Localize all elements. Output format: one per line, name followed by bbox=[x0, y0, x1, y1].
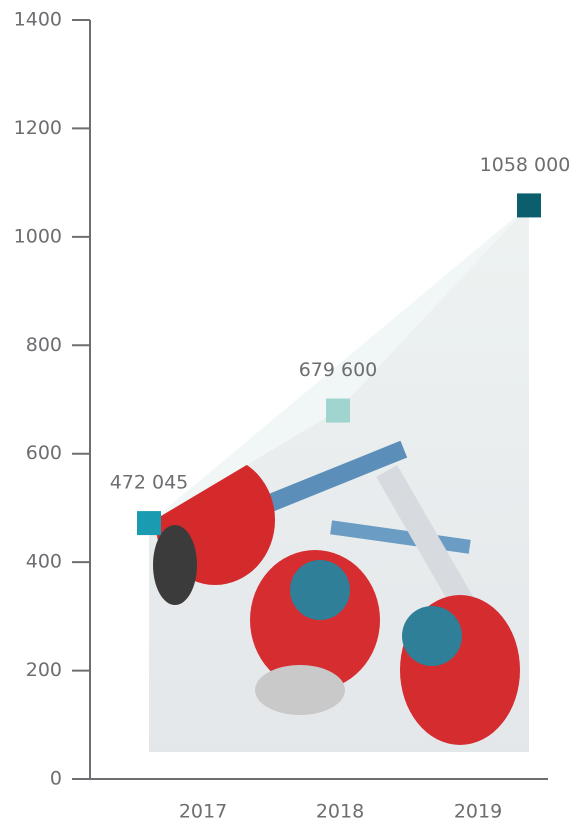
x-tick-label: 2019 bbox=[454, 801, 502, 823]
y-tick-label: 400 bbox=[26, 551, 62, 573]
area bbox=[149, 205, 529, 524]
y-tick-label: 1000 bbox=[14, 225, 62, 247]
marker bbox=[137, 511, 161, 536]
y-tick-label: 600 bbox=[26, 442, 62, 464]
marker bbox=[517, 193, 541, 218]
value-label: 1058 000 bbox=[480, 154, 571, 176]
photo bbox=[149, 205, 529, 753]
y-tick-label: 800 bbox=[26, 334, 62, 356]
x-tick-label: 2018 bbox=[316, 801, 364, 823]
value-label: 679 600 bbox=[299, 359, 378, 381]
x-tick-label: 2017 bbox=[179, 801, 227, 823]
value-label: 472 045 bbox=[110, 472, 189, 494]
y-tick-label: 200 bbox=[26, 659, 62, 681]
y-tick-label: 1400 bbox=[14, 9, 62, 31]
y-tick-label: 1200 bbox=[14, 117, 62, 139]
marker bbox=[326, 398, 350, 423]
y-tick-label: 0 bbox=[50, 768, 62, 790]
